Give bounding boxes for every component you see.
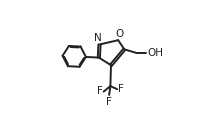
Text: O: O	[115, 29, 124, 39]
Text: OH: OH	[147, 48, 163, 58]
Text: N: N	[94, 33, 102, 43]
Text: F: F	[106, 97, 112, 107]
Text: F: F	[97, 86, 102, 96]
Text: F: F	[118, 84, 124, 94]
